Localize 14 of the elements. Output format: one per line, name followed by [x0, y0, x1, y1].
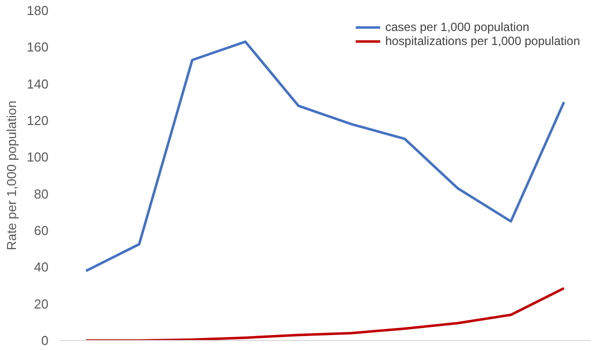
y-tick-label: 20: [34, 296, 49, 312]
y-tick-label: 160: [26, 40, 49, 55]
y-tick-label: 180: [26, 3, 49, 18]
legend-label: cases per 1,000 population: [385, 20, 530, 34]
y-tick-label: 60: [34, 223, 49, 238]
y-tick-label: 80: [34, 186, 49, 202]
legend-label: hospitalizations per 1,000 population: [385, 34, 580, 48]
y-tick-label: 120: [26, 113, 49, 128]
y-tick-label: 100: [26, 150, 49, 165]
y-tick-label: 0: [41, 333, 49, 348]
y-axis-title: Rate per 1,000 population: [4, 100, 19, 250]
y-tick-label: 40: [34, 260, 49, 275]
y-tick-label: 140: [26, 76, 49, 92]
line-series: [84, 287, 566, 340]
